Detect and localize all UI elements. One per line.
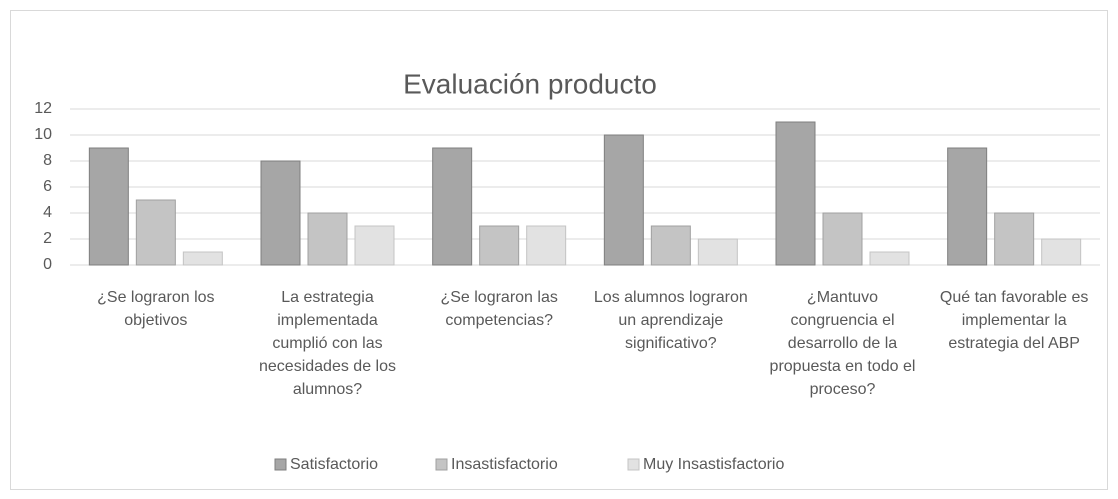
legend-swatch xyxy=(274,458,287,471)
chart-title: Evaluación producto xyxy=(403,68,657,99)
bar xyxy=(697,238,738,266)
y-tick-label: 8 xyxy=(43,152,52,169)
legend-swatch xyxy=(627,458,640,471)
legend-swatch xyxy=(435,458,448,471)
bar xyxy=(775,121,816,266)
bar xyxy=(88,147,129,266)
y-tick-label: 2 xyxy=(43,230,52,247)
bar xyxy=(603,134,644,266)
bar xyxy=(822,212,863,266)
bar xyxy=(947,147,988,266)
bar xyxy=(432,147,473,266)
bar xyxy=(526,225,567,266)
x-tick-label: ¿Se lograron los objetivos xyxy=(97,289,215,329)
y-tick-label: 0 xyxy=(43,256,52,273)
x-tick-label: Qué tan favorable es implementar la estr… xyxy=(939,289,1089,352)
bar xyxy=(1041,238,1082,266)
y-tick-label: 6 xyxy=(43,178,52,195)
bar xyxy=(650,225,691,266)
x-tick-label: ¿Mantuvo congruencia el desarrollo de la… xyxy=(769,289,916,398)
legend-label: Muy Insastisfactorio xyxy=(643,456,784,473)
y-tick-label: 10 xyxy=(34,126,52,143)
x-tick-label: La estrategia implementada cumplió con l… xyxy=(259,289,396,398)
legend-label: Satisfactorio xyxy=(290,456,378,473)
bar xyxy=(260,160,301,266)
bar xyxy=(994,212,1035,266)
bar xyxy=(182,251,223,266)
bar xyxy=(307,212,348,266)
y-tick-label: 4 xyxy=(43,204,52,221)
bar xyxy=(479,225,520,266)
x-tick-label: Los alumnos lograron un aprendizaje sign… xyxy=(593,289,748,352)
bar xyxy=(354,225,395,266)
y-tick-label: 12 xyxy=(34,100,52,117)
bar xyxy=(869,251,910,266)
x-tick-label: ¿Se lograron las competencias? xyxy=(440,289,558,329)
legend-label: Insastisfactorio xyxy=(451,456,558,473)
bar xyxy=(135,199,176,266)
